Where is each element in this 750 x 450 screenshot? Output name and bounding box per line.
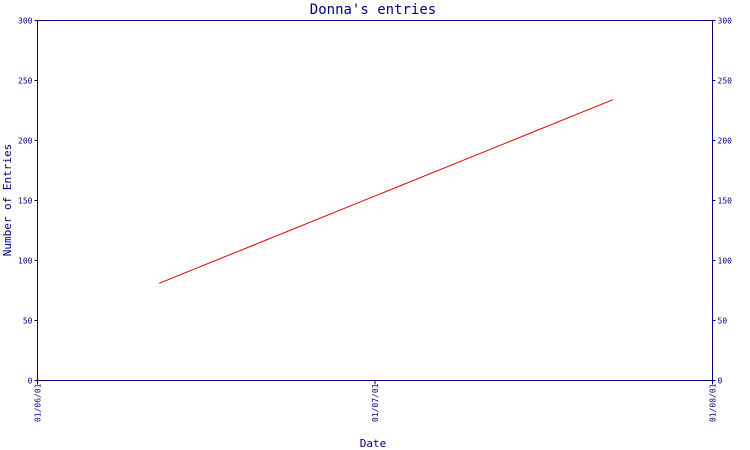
y-tick-label-left: 250 — [18, 77, 33, 86]
y-tick-label-left: 100 — [18, 257, 33, 266]
x-axis-label: Date — [360, 437, 387, 450]
y-axis: 0 0 50 50 100 100 150 150 200 200 250 250 300 300 — [18, 17, 732, 386]
y-tick-label-right: 100 — [718, 257, 733, 266]
x-tick-label: 01/08/01 — [709, 383, 718, 422]
y-tick-label-right: 150 — [718, 197, 733, 206]
y-tick-label-left: 0 — [28, 377, 33, 386]
x-axis: 01/06/01 01/07/01 01/08/01 — [34, 380, 718, 422]
y-tick-label-right: 300 — [718, 17, 733, 26]
y-tick-label-right: 0 — [718, 377, 723, 386]
series-line — [159, 99, 614, 284]
y-tick-label-right: 200 — [718, 137, 733, 146]
chart-title: Donna's entries — [310, 2, 436, 18]
plot-area-frame — [37, 20, 713, 381]
x-tick-label: 01/07/01 — [371, 383, 380, 422]
series-group — [159, 99, 614, 284]
y-tick-label-left: 50 — [23, 317, 33, 326]
y-axis-label: Number of Entries — [1, 144, 14, 257]
y-tick-label-left: 300 — [18, 17, 33, 26]
x-tick-label: 01/06/01 — [34, 383, 43, 422]
y-tick-label-left: 200 — [18, 137, 33, 146]
y-tick-label-right: 250 — [718, 77, 733, 86]
y-tick-label-right: 50 — [718, 317, 728, 326]
y-tick-label-left: 150 — [18, 197, 33, 206]
